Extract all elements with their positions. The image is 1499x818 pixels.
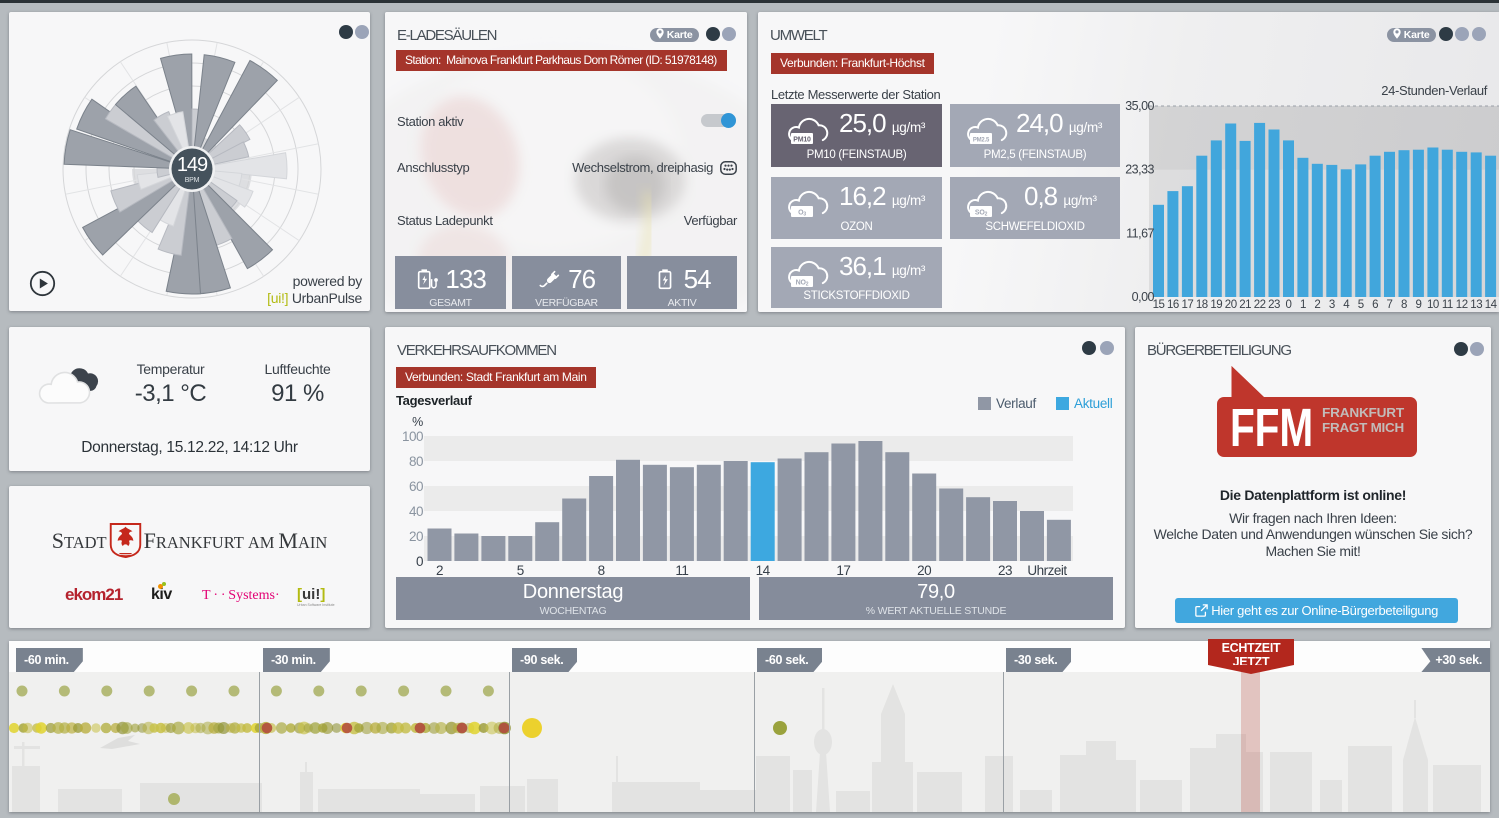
svg-text:18: 18 (1196, 299, 1208, 311)
svg-text:0: 0 (1286, 299, 1292, 311)
svg-text:80: 80 (409, 454, 423, 469)
svg-text:2: 2 (436, 563, 443, 578)
svg-text:0,00: 0,00 (1132, 290, 1155, 304)
svg-text:21: 21 (1239, 299, 1251, 311)
svg-text:6: 6 (1372, 299, 1378, 311)
svg-text:149: 149 (177, 154, 208, 176)
svg-text:11: 11 (675, 563, 688, 578)
svg-text:11,67: 11,67 (1126, 226, 1154, 240)
svg-text:FRANKFURT: FRANKFURT (1322, 406, 1405, 420)
svg-text:12: 12 (1456, 299, 1468, 311)
svg-text:15: 15 (1153, 299, 1165, 311)
svg-text:20: 20 (409, 529, 423, 544)
svg-text:14: 14 (1485, 299, 1498, 311)
svg-text:O3: O3 (798, 210, 806, 218)
svg-text:23,33: 23,33 (1125, 163, 1154, 177)
svg-text:17: 17 (1182, 299, 1194, 311)
svg-text:NO2: NO2 (796, 280, 809, 288)
svg-text:20: 20 (917, 563, 931, 578)
svg-text:BPM: BPM (185, 177, 200, 184)
svg-text:23: 23 (1268, 299, 1280, 311)
svg-text:0: 0 (416, 554, 423, 569)
svg-text:SO2: SO2 (975, 210, 988, 218)
svg-text:10: 10 (1427, 299, 1439, 311)
svg-text:3: 3 (1329, 299, 1335, 311)
svg-text:9: 9 (1415, 299, 1421, 311)
svg-text:5: 5 (1358, 299, 1364, 311)
svg-text:8: 8 (598, 563, 605, 578)
svg-text:35,00: 35,00 (1125, 99, 1154, 113)
svg-text:20: 20 (1225, 299, 1237, 311)
svg-text:22: 22 (1254, 299, 1266, 311)
svg-text:19: 19 (1210, 299, 1222, 311)
svg-text:16: 16 (1167, 299, 1179, 311)
svg-text:17: 17 (836, 563, 850, 578)
svg-text:FFM: FFM (1230, 398, 1313, 458)
svg-text:PM10: PM10 (793, 137, 811, 144)
svg-text:4: 4 (1343, 299, 1350, 311)
svg-text:%: % (412, 415, 423, 429)
svg-text:23: 23 (998, 563, 1012, 578)
svg-text:FRAGT MICH: FRAGT MICH (1322, 421, 1404, 435)
svg-text:2: 2 (1314, 299, 1320, 311)
svg-text:60: 60 (409, 479, 423, 494)
svg-text:40: 40 (409, 504, 423, 519)
svg-text:7: 7 (1387, 299, 1393, 311)
svg-text:100: 100 (402, 429, 423, 444)
svg-text:PM2.5: PM2.5 (973, 138, 990, 144)
svg-text:5: 5 (517, 563, 524, 578)
svg-text:8: 8 (1401, 299, 1407, 311)
svg-text:14: 14 (756, 563, 771, 578)
svg-text:13: 13 (1470, 299, 1482, 311)
svg-text:11: 11 (1442, 299, 1453, 311)
svg-text:1: 1 (1300, 299, 1306, 311)
svg-text:Uhrzeit: Uhrzeit (1027, 563, 1067, 578)
